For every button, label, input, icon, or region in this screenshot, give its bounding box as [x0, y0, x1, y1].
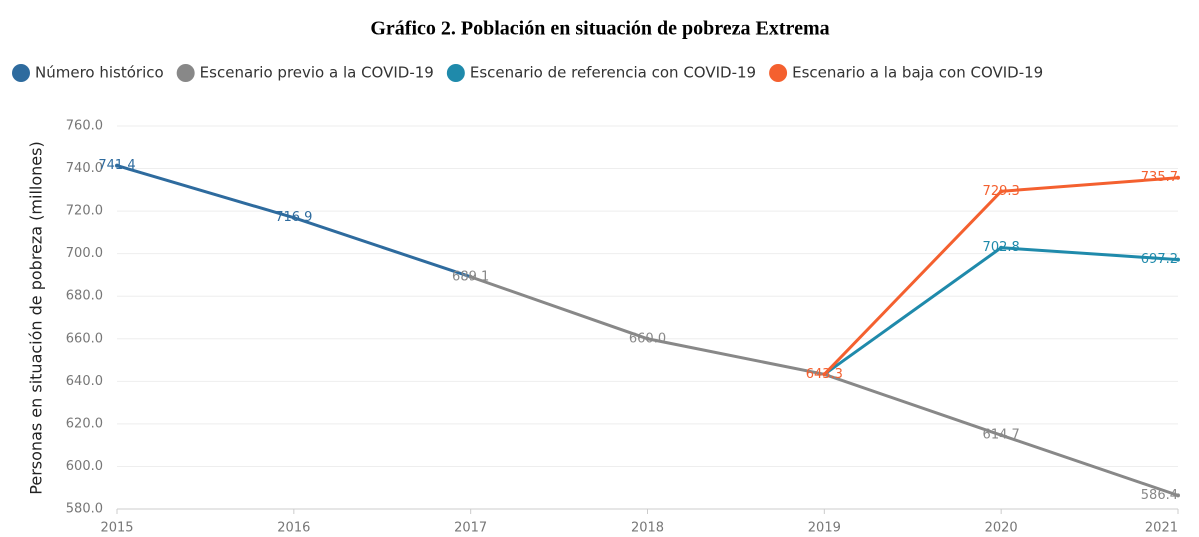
x-tick-label: 2016	[277, 521, 310, 536]
x-tick-label: 2018	[631, 521, 664, 536]
y-tick-label: 600.0	[66, 459, 103, 474]
y-tick-label: 620.0	[66, 416, 103, 431]
data-point	[115, 163, 119, 168]
data-point	[468, 274, 473, 279]
data-point	[645, 336, 650, 341]
data-label: 741.4	[98, 158, 135, 173]
data-point	[999, 433, 1004, 438]
data-point	[999, 245, 1004, 250]
data-label: 643.3	[806, 367, 843, 382]
x-tick-label: 2017	[454, 521, 487, 536]
x-tick-label: 2019	[808, 521, 841, 536]
data-label: 702.8	[983, 240, 1020, 255]
legend-label: Escenario de referencia con COVID-19	[470, 64, 756, 82]
series-line	[470, 275, 1179, 497]
series-line	[823, 246, 1179, 376]
y-axis-title: Personas en situación de pobreza (millon…	[27, 141, 46, 494]
data-point	[1176, 175, 1180, 180]
x-tick-label: 2020	[985, 521, 1018, 536]
chart-title: Gráfico 2. Población en situación de pob…	[370, 18, 829, 40]
legend-label: Número histórico	[35, 64, 164, 82]
data-label: 716.9	[275, 210, 312, 225]
legend-swatch	[446, 64, 465, 82]
legend-swatch	[12, 64, 30, 82]
y-tick-label: 640.0	[66, 374, 103, 389]
data-label: 689.1	[452, 269, 489, 284]
data-label: 660.0	[629, 331, 666, 346]
legend-swatch	[769, 64, 788, 82]
data-point	[999, 189, 1004, 194]
legend-label: Escenario previo a la COVID-19	[200, 64, 434, 82]
y-tick-label: 720.0	[66, 204, 103, 219]
legend-label: Escenario a la baja con COVID-19	[792, 64, 1043, 82]
data-point	[822, 372, 827, 377]
data-point	[1176, 257, 1180, 262]
y-tick-label: 700.0	[66, 246, 103, 261]
y-tick-label: 740.0	[66, 161, 103, 176]
y-tick-label: 580.0	[66, 502, 103, 517]
data-label: 735.7	[1141, 170, 1178, 185]
y-tick-label: 660.0	[66, 331, 103, 346]
data-label: 729.3	[983, 184, 1020, 199]
series-line	[823, 176, 1179, 376]
x-tick-label: 2015	[100, 521, 133, 536]
data-label: 614.7	[983, 428, 1020, 443]
y-tick-label: 760.0	[66, 119, 103, 134]
data-label: 586.4	[1141, 488, 1178, 503]
x-tick-label: 2021	[1145, 521, 1178, 536]
data-label: 697.2	[1141, 252, 1178, 267]
data-point	[291, 215, 296, 220]
y-tick-label: 680.0	[66, 289, 103, 304]
legend-swatch	[176, 64, 195, 82]
data-point	[1176, 493, 1180, 498]
